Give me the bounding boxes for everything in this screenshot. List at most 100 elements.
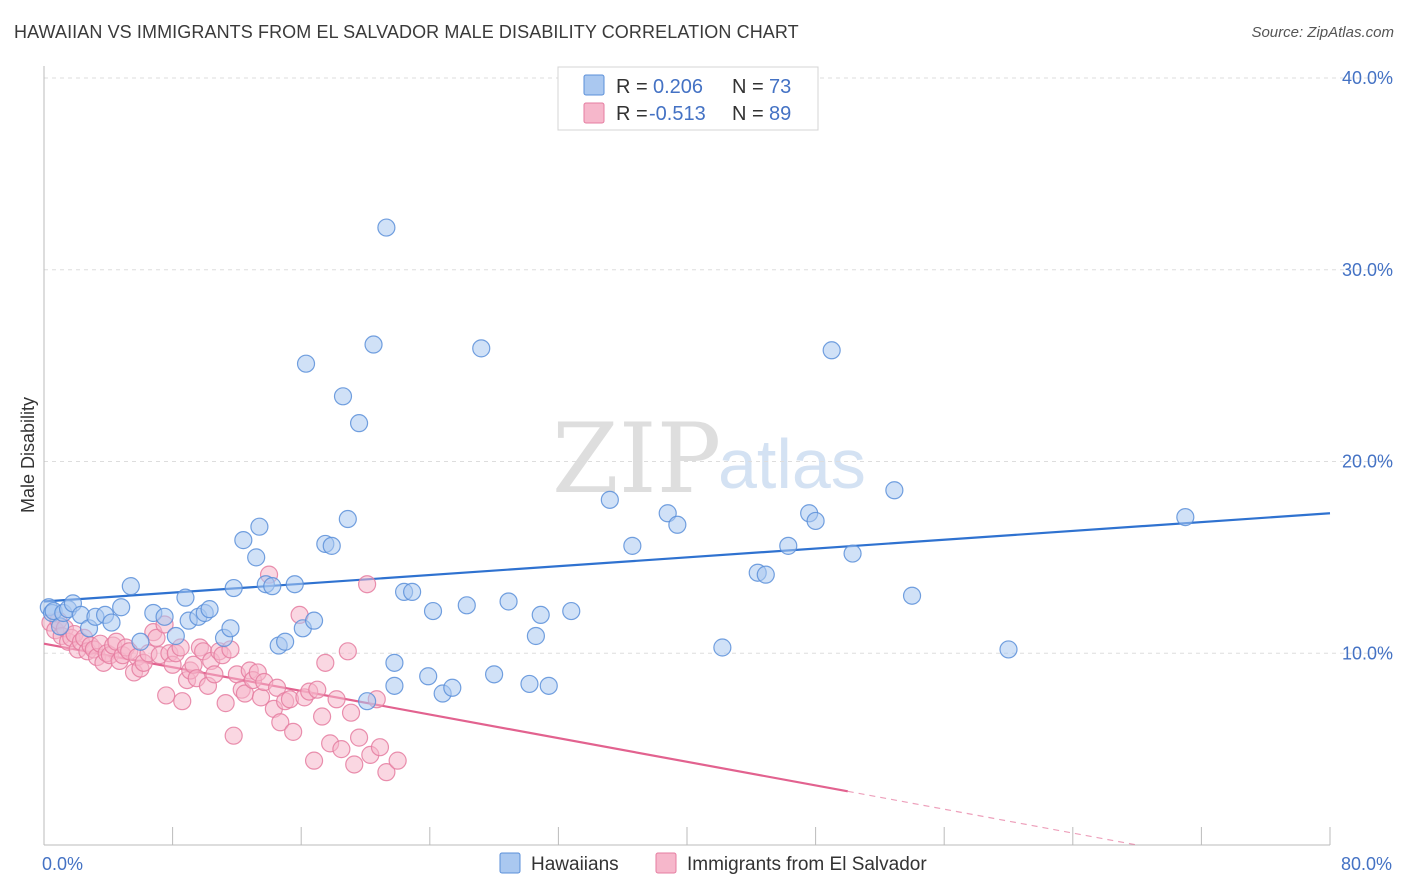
x-tick-label-min: 0.0% [42,854,83,874]
point-hawaiians-60 [539,676,558,695]
legend-r-value-2: -0.513 [649,103,706,125]
point-hawaiians-48 [403,582,422,601]
legend-n-label-2: N = [732,103,764,125]
point-hawaiians-54 [472,339,491,358]
point-el-salvador-88 [388,751,407,770]
point-hawaiians-59 [531,605,550,625]
chart-source: Source: ZipAtlas.com [1251,24,1394,41]
point-el-salvador-86 [370,738,390,757]
point-hawaiians-74 [885,481,904,500]
point-el-salvador-77 [327,690,346,709]
point-hawaiians-66 [713,638,732,657]
point-hawaiians-18 [176,588,195,607]
y-tick-label-10: 10.0% [1342,643,1393,663]
point-hawaiians-40 [338,509,357,529]
axes [43,66,1331,846]
legend-n-value-1: 73 [769,76,791,98]
point-el-salvador-65 [271,713,290,732]
point-hawaiians-17 [166,626,185,646]
point-hawaiians-76 [999,640,1018,659]
point-hawaiians-32 [276,632,295,651]
point-hawaiians-75 [902,586,922,605]
bottom-legend-swatch-hawaiians [499,852,521,874]
point-hawaiians-27 [247,548,266,567]
point-hawaiians-73 [843,544,862,563]
y-tick-label-40: 40.0% [1342,68,1393,88]
point-hawaiians-28 [250,517,269,536]
point-hawaiians-55 [485,665,504,684]
point-hawaiians-12 [112,598,131,617]
point-el-salvador-68 [284,722,303,741]
bottom-legend-label-hawaiians: Hawaiians [531,854,619,875]
legend-swatch-el-salvador [583,102,605,124]
point-hawaiians-39 [333,387,353,406]
point-el-salvador-83 [358,575,377,594]
point-hawaiians-61 [562,601,581,621]
point-hawaiians-56 [499,592,518,611]
point-hawaiians-43 [364,335,383,354]
point-hawaiians-25 [224,578,243,598]
legend-n-value-2: 89 [769,103,791,125]
legend-n-label-1: N = [732,76,764,98]
y-axis-title: Male Disability [18,397,38,513]
point-hawaiians-72 [822,341,841,360]
legend-swatch-hawaiians [583,74,605,96]
point-hawaiians-77 [1176,508,1195,527]
point-hawaiians-53 [457,596,476,615]
point-hawaiians-24 [221,619,240,638]
point-hawaiians-14 [131,632,150,651]
legend-r-label-1: R = [616,76,648,98]
y-tick-label-20: 20.0% [1342,452,1393,472]
point-hawaiians-42 [358,692,377,711]
point-hawaiians-58 [526,626,545,646]
grid-lines: 10.0% 20.0% 30.0% 40.0% [44,68,1393,663]
point-el-salvador-73 [308,680,327,699]
legend-r-value-1: 0.206 [653,76,703,98]
point-el-salvador-39 [173,692,192,711]
point-hawaiians-41 [349,414,369,433]
point-hawaiians-36 [304,611,324,630]
data-points [39,218,1195,782]
series-legend: Hawaiians Immigrants from El Salvador [499,852,927,875]
y-tick-label-30: 30.0% [1342,260,1393,280]
x-tick-label-max: 80.0% [1341,854,1392,874]
point-el-salvador-79 [338,642,357,661]
point-el-salvador-78 [332,740,351,759]
point-hawaiians-22 [200,600,219,619]
point-hawaiians-52 [443,678,462,697]
chart-title: HAWAIIAN VS IMMIGRANTS FROM EL SALVADOR … [14,22,799,42]
point-el-salvador-53 [224,726,243,745]
watermark-atlas: atlas [718,425,866,503]
point-hawaiians-46 [385,653,404,672]
trend-line-el-salvador-extension [847,790,1138,846]
point-el-salvador-87 [377,763,396,782]
point-hawaiians-68 [756,565,775,584]
legend-r-label-2: R = [616,103,648,125]
point-hawaiians-13 [121,577,140,596]
point-hawaiians-69 [779,536,798,555]
point-el-salvador-80 [341,703,361,722]
point-hawaiians-49 [419,667,438,686]
point-hawaiians-38 [322,536,341,555]
point-hawaiians-65 [668,515,687,534]
point-hawaiians-62 [600,490,619,509]
bottom-legend-label-el-salvador: Immigrants from El Salvador [687,854,927,875]
point-el-salvador-51 [216,694,235,713]
point-hawaiians-50 [423,601,443,621]
point-el-salvador-74 [312,707,332,726]
point-el-salvador-64 [267,678,287,697]
correlation-legend: R = 0.206 N = 73 R = -0.513 N = 89 [557,66,819,131]
watermark-zip: ZIP [552,403,721,515]
point-el-salvador-34 [157,686,176,705]
point-hawaiians-57 [520,674,539,694]
point-el-salvador-81 [345,755,364,774]
point-el-salvador-75 [316,653,335,672]
point-hawaiians-45 [385,676,404,695]
bottom-legend-swatch-el-salvador [655,852,677,874]
point-hawaiians-63 [623,536,642,555]
point-hawaiians-11 [102,613,121,632]
point-el-salvador-72 [304,751,324,770]
point-el-salvador-48 [205,665,224,684]
point-hawaiians-33 [285,575,304,594]
watermark: ZIP atlas [552,403,866,515]
